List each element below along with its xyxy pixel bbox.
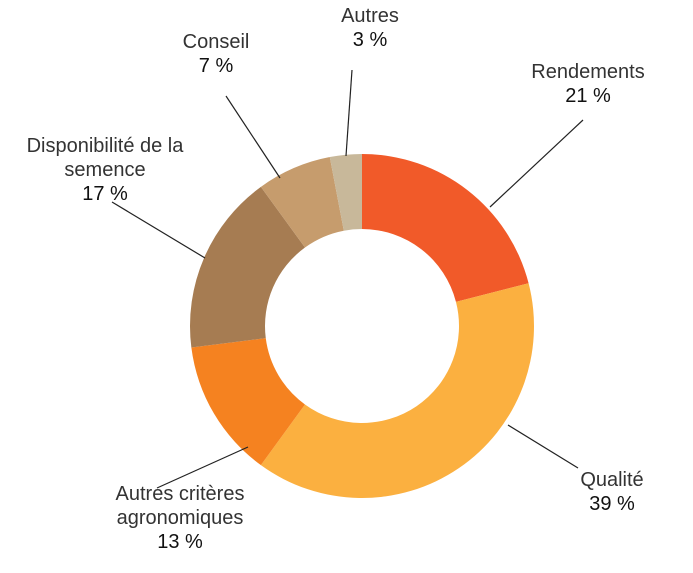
category-label: Conseil <box>182 31 250 53</box>
slice-label: Disponibilité de la semence 17 % <box>0 134 210 206</box>
donut-slice <box>191 338 305 466</box>
category-label: Autres <box>341 5 399 27</box>
value-label: 7 % <box>198 55 234 77</box>
leader-line <box>225 95 281 179</box>
value-label: 17 % <box>82 183 128 205</box>
slice-label: Rendements 21 % <box>508 60 668 108</box>
category-label: Qualité <box>580 469 644 491</box>
value-label: 21 % <box>565 85 611 107</box>
slice-label: Autres 3 % <box>310 4 430 52</box>
donut-slice <box>362 154 529 302</box>
category-label: Rendements <box>531 61 645 83</box>
slice-label: Autres critères agronomiques 13 % <box>80 482 280 554</box>
donut-slice <box>260 283 534 498</box>
donut-slice <box>329 154 362 231</box>
donut-slice <box>190 186 305 348</box>
leader-line <box>156 446 249 489</box>
value-label: 13 % <box>157 531 203 553</box>
category-label: Autres critères agronomiques <box>115 483 245 529</box>
leader-line <box>111 201 206 259</box>
slice-label: Qualité 39 % <box>552 468 672 516</box>
leader-line <box>489 119 584 208</box>
leader-line <box>507 424 579 469</box>
value-label: 3 % <box>352 29 388 51</box>
value-label: 39 % <box>589 493 635 515</box>
donut-slice <box>260 157 344 248</box>
category-label: Disponibilité de la semence <box>26 135 184 181</box>
slice-label: Conseil 7 % <box>156 30 276 78</box>
leader-line <box>345 69 353 157</box>
